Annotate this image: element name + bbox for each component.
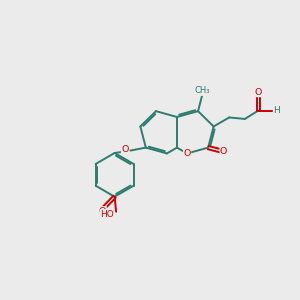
Text: O: O [220,147,227,156]
Text: CH₃: CH₃ [195,86,210,95]
Text: HO: HO [100,210,114,219]
Text: H: H [273,106,280,115]
Text: O: O [121,145,129,154]
Text: O: O [183,149,191,158]
Text: O: O [99,207,106,216]
Text: O: O [255,88,262,97]
